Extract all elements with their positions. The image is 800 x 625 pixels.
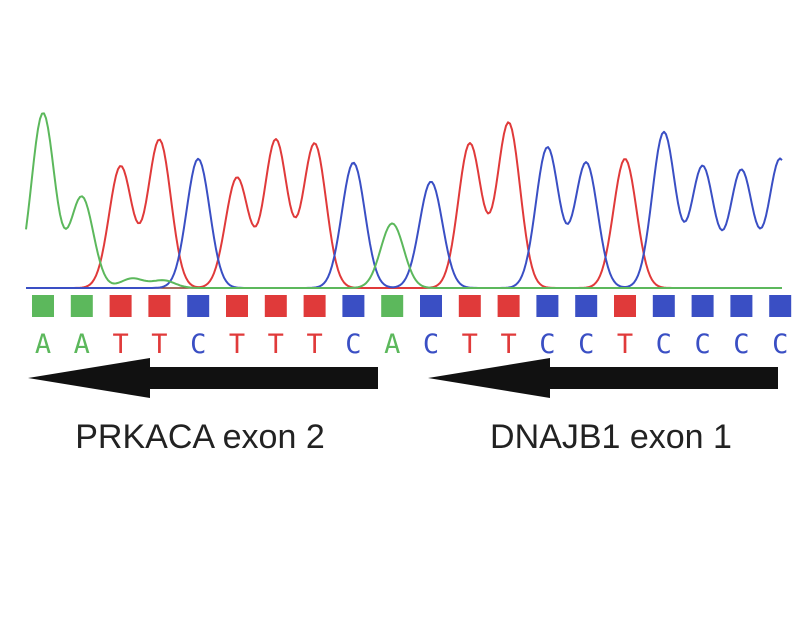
base-letter: T [229, 329, 245, 360]
base-block [381, 295, 404, 317]
base-block [226, 295, 248, 317]
prkaca-exon-label: PRKACA exon 2 [75, 418, 324, 456]
base-call-blocks [32, 295, 792, 317]
base-letter: T [151, 329, 167, 360]
base-block [70, 295, 93, 317]
base-letter: C [423, 329, 439, 360]
base-block [109, 295, 132, 317]
base-letter: T [617, 329, 633, 360]
dnajb1-arrow [428, 358, 778, 398]
base-letter: C [578, 329, 594, 360]
base-letter: T [500, 329, 516, 360]
base-letter: C [539, 329, 555, 360]
base-block [575, 295, 598, 317]
base-letter: T [268, 329, 284, 360]
base-block [691, 295, 714, 317]
base-block [652, 295, 675, 317]
base-block [730, 295, 753, 317]
base-letter: T [306, 329, 322, 360]
base-block [497, 295, 520, 317]
base-letter: C [656, 329, 672, 360]
base-letter: A [74, 329, 90, 360]
base-block [303, 295, 326, 317]
base-letter: T [112, 329, 128, 360]
base-block [187, 295, 210, 317]
base-block [32, 295, 54, 317]
base-letter: T [462, 329, 478, 360]
trace-a [25, 112, 782, 289]
base-letter: C [733, 329, 749, 360]
base-letter: C [694, 329, 710, 360]
base-block [614, 295, 636, 317]
prkaca-arrow [28, 358, 378, 398]
base-block [148, 295, 171, 317]
base-letter: C [345, 329, 361, 360]
trace-c [26, 130, 783, 289]
base-letter: A [384, 329, 400, 360]
base-block [458, 295, 481, 317]
base-letter: A [35, 329, 51, 360]
base-block [342, 295, 365, 317]
dnajb1-exon-label: DNAJB1 exon 1 [490, 418, 732, 456]
base-block [264, 295, 287, 317]
dnajb1-segment: DNAJB1 exon 1 [428, 358, 778, 456]
chromatogram-traces [25, 112, 783, 289]
trace-t [26, 121, 782, 289]
prkaca-segment: PRKACA exon 2 [28, 358, 378, 456]
base-block [536, 295, 559, 317]
base-block [769, 295, 792, 317]
base-letter: C [190, 329, 206, 360]
base-block [420, 295, 442, 317]
base-letter: C [772, 329, 788, 360]
